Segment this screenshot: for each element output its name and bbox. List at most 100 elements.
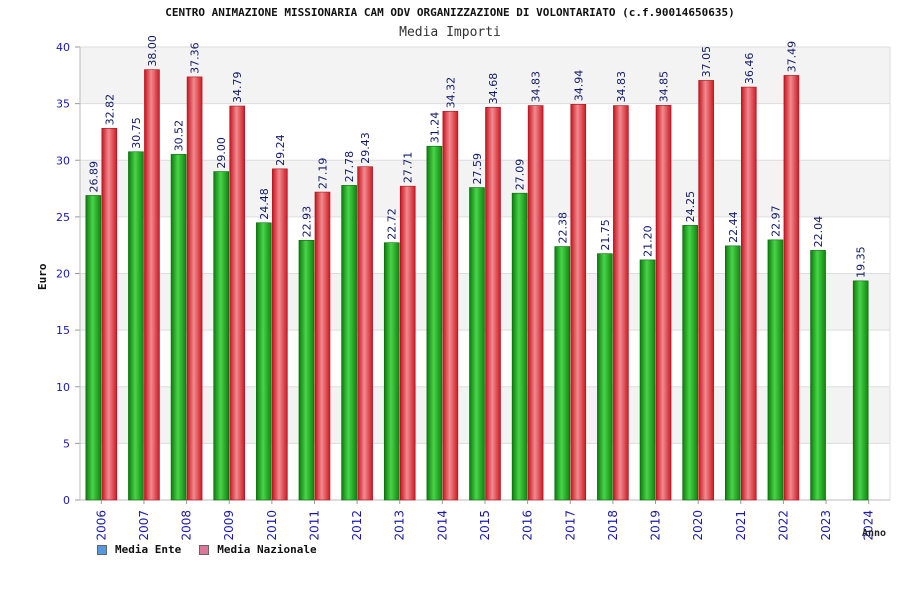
bar-media-ente bbox=[128, 151, 144, 501]
data-label-media-ente: 30.75 bbox=[130, 117, 143, 149]
x-tick-label: 2006 bbox=[94, 510, 108, 541]
x-tick-label: 2024 bbox=[862, 510, 876, 541]
y-tick-label: 15 bbox=[56, 324, 70, 337]
bar-media-nazionale bbox=[740, 86, 757, 501]
x-tick-label: 2017 bbox=[563, 510, 577, 541]
bar-media-nazionale bbox=[613, 105, 629, 501]
data-label-media-nazionale: 34.68 bbox=[487, 73, 500, 105]
data-label-media-ente: 29.00 bbox=[215, 137, 228, 169]
data-label-media-ente: 21.20 bbox=[642, 225, 655, 257]
bar-media-nazionale bbox=[783, 75, 800, 501]
data-label-media-nazionale: 34.94 bbox=[572, 70, 585, 102]
x-tick-label: 2011 bbox=[307, 510, 321, 541]
y-tick-label: 25 bbox=[56, 211, 70, 224]
x-tick-label: 2008 bbox=[180, 510, 194, 541]
bar-media-nazionale bbox=[357, 166, 373, 501]
data-label-media-nazionale: 37.36 bbox=[189, 42, 202, 74]
legend-item-nazionale: Media Nazionale bbox=[199, 543, 317, 556]
x-tick-label: 2010 bbox=[265, 510, 279, 541]
bar-media-ente bbox=[170, 154, 187, 501]
bar-media-nazionale bbox=[101, 128, 118, 501]
legend-item-ente: Media Ente bbox=[97, 543, 181, 556]
data-label-media-nazionale: 37.49 bbox=[785, 41, 798, 73]
data-label-media-nazionale: 29.24 bbox=[274, 134, 287, 166]
x-tick-label: 2007 bbox=[137, 510, 151, 541]
bar-media-nazionale bbox=[229, 105, 246, 501]
data-label-media-nazionale: 37.05 bbox=[700, 46, 713, 78]
x-tick-label: 2015 bbox=[478, 510, 492, 541]
data-label-media-ente: 19.35 bbox=[855, 246, 868, 278]
data-label-media-ente: 27.09 bbox=[514, 159, 527, 191]
x-tick-label: 2022 bbox=[776, 510, 790, 541]
bar-media-ente bbox=[682, 225, 698, 501]
data-label-media-ente: 22.97 bbox=[769, 205, 782, 237]
y-tick-label: 20 bbox=[56, 268, 70, 281]
bar-media-ente bbox=[724, 245, 741, 501]
bar-media-ente bbox=[511, 192, 528, 501]
legend-label-nazionale: Media Nazionale bbox=[217, 543, 317, 556]
x-tick-label: 2020 bbox=[691, 510, 705, 541]
x-axis-label: Anno bbox=[862, 528, 887, 539]
bar-media-ente bbox=[554, 246, 571, 501]
bar-media-nazionale bbox=[485, 106, 501, 501]
bar-media-nazionale bbox=[314, 191, 331, 501]
x-tick-label: 2014 bbox=[435, 510, 449, 541]
data-label-media-nazionale: 38.00 bbox=[146, 35, 159, 67]
data-label-media-nazionale: 32.82 bbox=[103, 94, 116, 126]
bar-media-nazionale bbox=[442, 111, 459, 501]
bar-media-ente bbox=[298, 240, 315, 501]
chart-subtitle: Media Importi bbox=[399, 25, 501, 40]
data-label-media-ente: 24.48 bbox=[258, 188, 271, 220]
bar-media-ente bbox=[341, 185, 357, 501]
y-tick-label: 40 bbox=[56, 41, 70, 54]
x-tick-label: 2012 bbox=[350, 510, 364, 541]
data-label-media-ente: 21.75 bbox=[599, 219, 612, 251]
y-tick-label: 10 bbox=[56, 381, 70, 394]
bar-media-ente bbox=[469, 187, 485, 501]
y-tick-label: 0 bbox=[63, 494, 70, 507]
data-label-media-nazionale: 29.43 bbox=[359, 132, 372, 164]
bar-media-ente bbox=[426, 145, 443, 501]
data-label-media-nazionale: 34.83 bbox=[615, 71, 628, 103]
chart-title: CENTRO ANIMAZIONE MISSIONARIA CAM ODV OR… bbox=[165, 6, 735, 19]
x-tick-label: 2016 bbox=[521, 510, 535, 541]
bar-media-ente bbox=[639, 259, 656, 501]
data-label-media-nazionale: 34.32 bbox=[444, 77, 457, 109]
bar-media-ente bbox=[767, 239, 784, 501]
x-tick-label: 2023 bbox=[819, 510, 833, 541]
data-label-media-ente: 22.44 bbox=[727, 211, 740, 243]
bar-media-nazionale bbox=[144, 69, 160, 501]
legend-label-ente: Media Ente bbox=[115, 543, 182, 556]
data-label-media-ente: 31.24 bbox=[428, 112, 441, 144]
bar-media-ente bbox=[810, 250, 826, 501]
data-label-media-ente: 22.72 bbox=[386, 208, 399, 240]
bar-media-nazionale bbox=[570, 104, 587, 501]
x-tick-label: 2021 bbox=[734, 510, 748, 541]
x-tick-label: 2013 bbox=[393, 510, 407, 541]
x-tick-label: 2018 bbox=[606, 510, 620, 541]
x-tick-label: 2009 bbox=[222, 510, 236, 541]
bar-media-ente bbox=[256, 222, 272, 501]
data-label-media-nazionale: 34.85 bbox=[658, 71, 671, 103]
bar-media-ente bbox=[852, 280, 869, 501]
data-label-media-ente: 24.25 bbox=[684, 191, 697, 223]
bar-media-ente bbox=[85, 195, 102, 501]
legend-swatch-nazionale bbox=[199, 544, 210, 555]
data-label-media-ente: 30.52 bbox=[173, 120, 186, 152]
bar-media-nazionale bbox=[698, 80, 714, 501]
bar-media-nazionale bbox=[527, 105, 544, 501]
bar-media-nazionale bbox=[272, 168, 288, 501]
data-label-media-nazionale: 27.19 bbox=[316, 158, 329, 190]
legend: Media Ente Media Nazionale bbox=[97, 543, 335, 556]
bar-media-ente bbox=[213, 171, 230, 501]
bar-media-nazionale bbox=[399, 185, 416, 501]
data-label-media-nazionale: 36.46 bbox=[743, 53, 756, 85]
bar-media-nazionale bbox=[186, 76, 203, 501]
y-tick-label: 35 bbox=[56, 98, 70, 111]
data-label-media-nazionale: 34.83 bbox=[530, 71, 543, 103]
x-tick-label: 2019 bbox=[649, 510, 663, 541]
data-label-media-ente: 22.93 bbox=[300, 206, 313, 238]
legend-swatch-ente bbox=[97, 544, 107, 555]
